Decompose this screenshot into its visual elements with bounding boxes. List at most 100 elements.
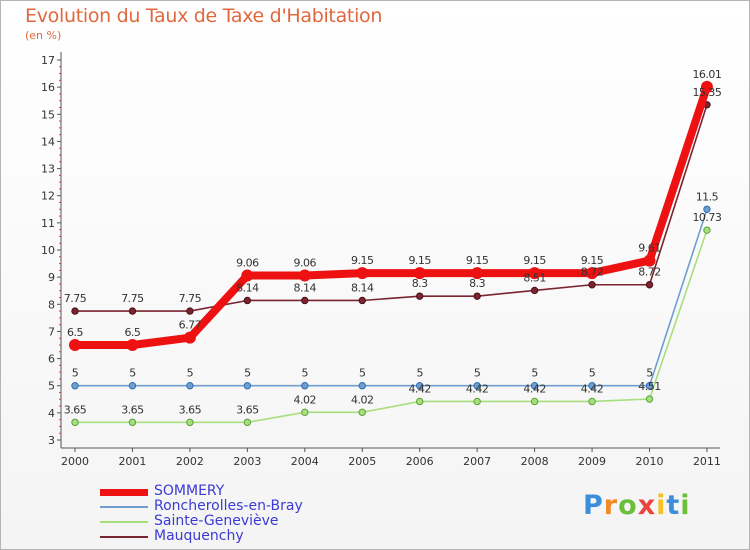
y-tick-label: 7 xyxy=(48,325,55,338)
data-label-sainte-genevieve: 4.51 xyxy=(638,380,661,393)
series-point-sainte-genevieve xyxy=(186,418,194,427)
chart-legend: SOMMERY Roncherolles-en-Bray Sainte-Gene… xyxy=(100,483,360,545)
y-tick-label: 9 xyxy=(48,271,55,284)
data-label-mauquenchy: 8.3 xyxy=(469,277,485,290)
data-label-roncherolles-en-bray: 5 xyxy=(474,367,481,380)
data-label-roncherolles-en-bray: 5 xyxy=(129,367,136,380)
data-label-mauquenchy: 8.51 xyxy=(523,271,546,284)
y-tick-label: 13 xyxy=(41,163,55,176)
legend-swatch-roncherolles xyxy=(100,506,148,508)
data-label-roncherolles-en-bray: 5 xyxy=(359,367,366,380)
data-label-sommery: 9.61 xyxy=(638,242,661,255)
data-label-sainte-genevieve: 4.02 xyxy=(294,393,317,406)
chart-data-labels: 7.75 7.75 7.75 8.14 8.14 8.14 8.3 8.3 8.51 8.72 8.… xyxy=(64,68,723,416)
series-point-sommery xyxy=(586,267,599,280)
data-label-sommery: 9.06 xyxy=(236,257,259,270)
data-label-mauquenchy: 7.75 xyxy=(64,292,87,305)
data-label-roncherolles-en-bray: 5 xyxy=(72,367,79,380)
logo-letter: t xyxy=(666,490,681,521)
logo-letter: x xyxy=(637,490,657,521)
data-label-sainte-genevieve: 3.65 xyxy=(179,403,202,416)
data-label-sainte-genevieve: 10.73 xyxy=(692,211,721,224)
series-point-sommery xyxy=(69,339,81,351)
data-label-mauquenchy: 15.35 xyxy=(692,86,721,99)
series-line-mauquenchy xyxy=(75,104,708,312)
data-label-sommery: 9.15 xyxy=(523,254,546,267)
y-tick-label: 17 xyxy=(41,54,55,67)
y-tick-label: 16 xyxy=(41,81,55,94)
legend-item-sommery: SOMMERY xyxy=(100,483,360,500)
series-point-sommery xyxy=(241,269,254,282)
series-point-sommery xyxy=(298,269,311,282)
logo-letter: r xyxy=(603,490,619,521)
logo-letter: o xyxy=(618,490,638,521)
series-point-sainte-genevieve xyxy=(645,395,654,403)
series-point-roncherolles-en-bray xyxy=(645,382,654,390)
series-point-mauquenchy xyxy=(358,296,366,305)
series-point-sommery xyxy=(643,254,656,267)
series-point-mauquenchy xyxy=(301,296,309,305)
legend-item-roncherolles: Roncherolles-en-Bray xyxy=(100,498,360,515)
legend-item-sainte-genevieve: Sainte-Geneviève xyxy=(100,513,360,530)
series-point-sainte-genevieve xyxy=(530,397,539,406)
data-label-mauquenchy: 8.14 xyxy=(351,281,374,294)
series-point-sainte-genevieve xyxy=(358,408,366,417)
data-label-mauquenchy: 8.3 xyxy=(412,277,428,290)
data-label-sommery: 9.15 xyxy=(581,254,604,267)
x-tick-label: 2004 xyxy=(291,455,319,468)
series-point-sommery xyxy=(471,267,484,280)
chart-series xyxy=(69,80,713,427)
x-tick-label: 2000 xyxy=(61,455,89,468)
data-label-mauquenchy: 8.72 xyxy=(581,266,604,279)
series-point-sainte-genevieve xyxy=(128,418,137,427)
series-point-roncherolles-en-bray xyxy=(530,382,539,390)
proxiti-logo: Proxiti xyxy=(583,490,691,521)
series-point-sainte-genevieve xyxy=(301,408,309,417)
series-line-roncherolles-en-bray xyxy=(75,209,708,387)
series-point-sommery xyxy=(413,267,426,280)
series-point-sommery xyxy=(356,267,369,280)
series-point-mauquenchy xyxy=(473,292,481,300)
data-label-sainte-genevieve: 4.42 xyxy=(466,382,489,395)
series-point-roncherolles-en-bray xyxy=(186,382,194,390)
series-point-sainte-genevieve xyxy=(588,397,596,406)
series-point-mauquenchy xyxy=(186,307,194,315)
legend-label-sainte-genevieve: Sainte-Geneviève xyxy=(154,513,279,529)
series-point-mauquenchy xyxy=(588,281,596,289)
chart-title: Evolution du Taux de Taxe d'Habitation xyxy=(25,5,383,27)
legend-label-sommery: SOMMERY xyxy=(154,483,225,499)
series-point-roncherolles-en-bray xyxy=(301,382,309,390)
series-point-roncherolles-en-bray xyxy=(71,382,79,390)
legend-swatch-sommery xyxy=(100,489,148,496)
series-point-sommery xyxy=(126,339,139,351)
series-point-sommery xyxy=(528,267,541,280)
data-label-sommery: 16.01 xyxy=(692,68,721,81)
x-tick-label: 2001 xyxy=(118,455,146,468)
x-tick-label: 2003 xyxy=(233,455,261,468)
y-tick-label: 5 xyxy=(48,380,55,393)
legend-swatch-sainte-genevieve xyxy=(100,521,148,523)
series-point-mauquenchy xyxy=(71,307,79,315)
data-label-sommery: 6.77 xyxy=(179,319,202,332)
y-tick-label: 4 xyxy=(48,407,55,420)
legend-item-mauquenchy: Mauquenchy xyxy=(100,528,360,545)
x-tick-label: 2011 xyxy=(693,455,721,468)
data-label-sommery: 6.5 xyxy=(124,326,140,339)
data-label-roncherolles-en-bray: 5 xyxy=(531,367,538,380)
data-label-roncherolles-en-bray: 5 xyxy=(416,367,423,380)
series-point-roncherolles-en-bray xyxy=(416,382,424,390)
series-line-sommery xyxy=(71,82,711,349)
x-tick-label: 2007 xyxy=(463,455,491,468)
logo-letter: i xyxy=(680,490,691,521)
data-label-roncherolles-en-bray: 5 xyxy=(187,367,194,380)
data-label-sainte-genevieve: 4.42 xyxy=(408,382,431,395)
data-label-sommery: 9.15 xyxy=(408,254,431,267)
series-point-roncherolles-en-bray xyxy=(703,205,711,213)
data-label-mauquenchy: 8.72 xyxy=(638,266,661,279)
legend-label-mauquenchy: Mauquenchy xyxy=(154,528,244,544)
series-line-sainte-genevieve xyxy=(75,229,708,424)
y-tick-label: 8 xyxy=(48,298,55,311)
series-point-sainte-genevieve xyxy=(71,418,79,427)
legend-swatch-mauquenchy xyxy=(100,536,148,538)
